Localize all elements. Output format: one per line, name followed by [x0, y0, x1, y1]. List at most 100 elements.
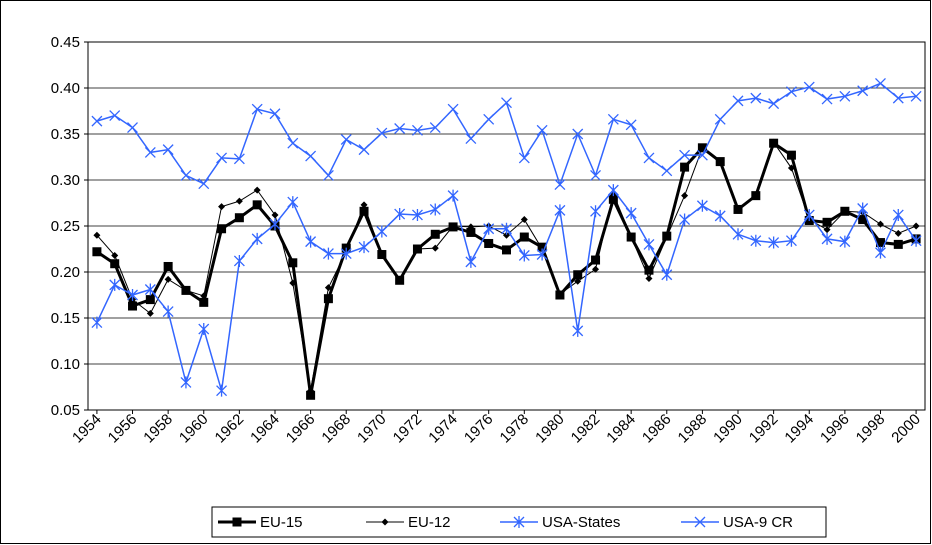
legend-label: USA-9 CR: [723, 514, 793, 531]
marker: [359, 206, 369, 216]
marker: [287, 196, 299, 209]
y-tick-label: 0.15: [51, 310, 80, 327]
plot-area: [87, 41, 926, 411]
marker: [305, 235, 317, 248]
marker: [110, 259, 120, 269]
marker: [680, 162, 690, 172]
marker: [465, 133, 477, 145]
marker: [127, 122, 138, 134]
marker: [164, 275, 172, 283]
marker: [679, 213, 691, 226]
marker: [503, 231, 510, 239]
marker: [770, 138, 778, 146]
y-tick-label: 0.35: [51, 126, 80, 143]
marker: [216, 152, 228, 164]
marker: [92, 247, 102, 257]
marker: [768, 98, 780, 110]
marker: [198, 178, 210, 190]
marker: [643, 152, 655, 164]
marker: [554, 204, 566, 217]
marker: [857, 202, 869, 215]
marker: [93, 231, 101, 239]
marker: [449, 222, 457, 230]
marker: [217, 224, 227, 234]
marker: [787, 164, 795, 172]
marker: [518, 249, 530, 262]
marker: [233, 153, 245, 165]
marker: [536, 124, 548, 136]
marker: [607, 113, 619, 125]
marker: [324, 284, 332, 292]
marker: [376, 127, 388, 139]
marker: [429, 122, 441, 134]
marker: [625, 119, 637, 131]
marker: [501, 222, 512, 235]
marker: [305, 150, 317, 162]
marker: [144, 146, 156, 158]
marker: [607, 184, 619, 197]
marker: [839, 90, 851, 102]
marker: [483, 113, 495, 125]
marker: [841, 207, 849, 215]
marker: [289, 279, 297, 287]
marker: [251, 103, 263, 115]
marker: [411, 208, 423, 221]
marker: [235, 197, 243, 205]
marker: [768, 236, 780, 249]
marker: [447, 103, 459, 115]
marker: [574, 277, 582, 285]
marker: [234, 213, 244, 223]
marker: [592, 265, 600, 273]
marker: [358, 241, 370, 254]
marker: [145, 295, 155, 305]
marker: [696, 199, 708, 212]
marker: [271, 211, 279, 219]
marker: [146, 309, 154, 317]
marker: [378, 251, 386, 259]
marker: [679, 149, 691, 161]
marker: [411, 124, 423, 136]
marker: [431, 244, 439, 252]
marker: [894, 229, 902, 237]
marker: [519, 232, 529, 242]
marker: [467, 223, 475, 231]
marker: [625, 207, 637, 220]
marker: [269, 108, 281, 120]
marker: [732, 95, 744, 107]
marker: [554, 179, 566, 191]
marker: [287, 137, 299, 149]
marker: [322, 169, 334, 181]
marker: [306, 390, 316, 400]
marker: [750, 92, 762, 104]
marker: [785, 234, 797, 247]
marker: [394, 208, 406, 221]
marker: [430, 229, 440, 239]
marker: [376, 225, 388, 238]
marker: [910, 234, 922, 247]
marker: [643, 238, 655, 251]
marker: [590, 169, 602, 181]
marker: [663, 233, 671, 241]
marker: [429, 203, 441, 216]
marker: [520, 216, 528, 224]
marker: [396, 276, 404, 284]
legend-label: EU-12: [408, 514, 451, 531]
marker: [627, 233, 635, 241]
y-tick-label: 0.10: [51, 356, 80, 373]
marker: [502, 245, 511, 255]
marker: [518, 152, 530, 164]
marker: [288, 258, 298, 268]
y-tick-label: 0.05: [51, 402, 80, 419]
marker: [360, 201, 368, 209]
marker: [857, 85, 869, 97]
marker: [501, 97, 512, 109]
marker: [822, 217, 832, 227]
marker: [590, 205, 602, 218]
marker: [394, 123, 406, 134]
marker: [322, 247, 334, 260]
marker: [413, 245, 421, 253]
marker: [694, 516, 706, 528]
marker: [109, 278, 121, 291]
marker: [803, 81, 815, 93]
